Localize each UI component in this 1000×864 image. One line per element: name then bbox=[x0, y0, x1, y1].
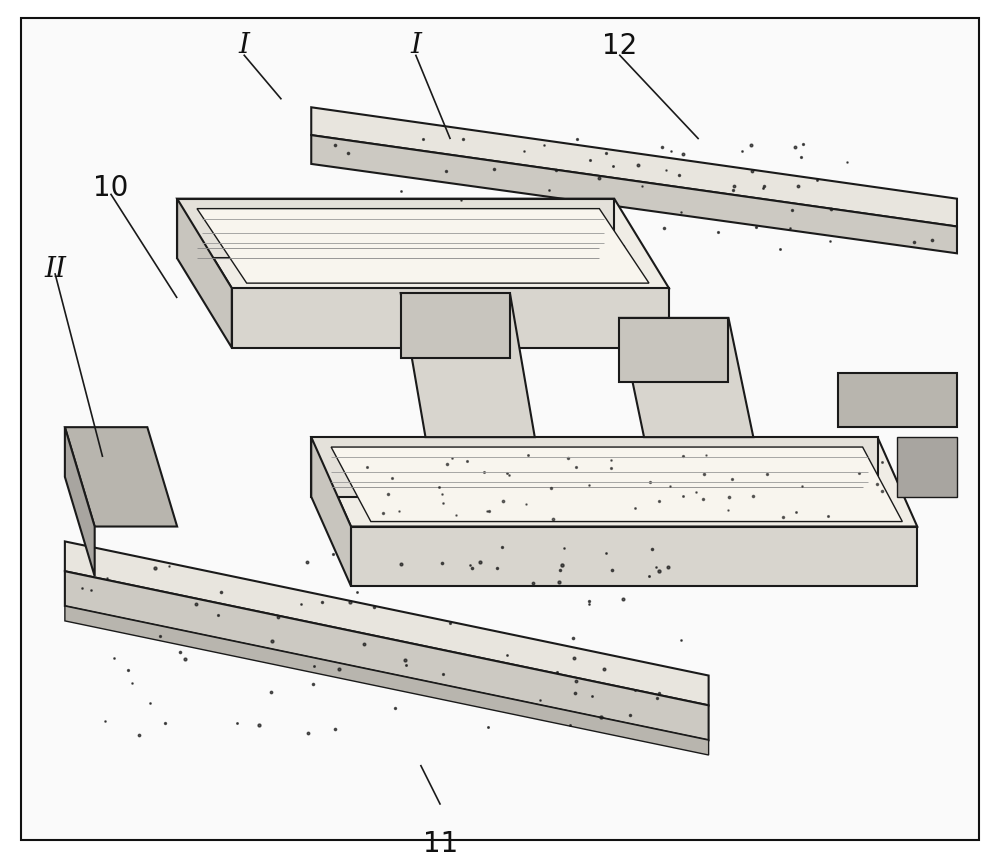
Polygon shape bbox=[619, 318, 753, 437]
Polygon shape bbox=[897, 437, 957, 497]
Polygon shape bbox=[401, 293, 510, 358]
Polygon shape bbox=[65, 571, 709, 740]
Polygon shape bbox=[331, 447, 902, 522]
Polygon shape bbox=[311, 107, 957, 226]
Polygon shape bbox=[311, 437, 351, 586]
Text: 10: 10 bbox=[93, 174, 128, 202]
Polygon shape bbox=[401, 293, 535, 437]
Text: I: I bbox=[238, 32, 249, 59]
Polygon shape bbox=[177, 199, 232, 347]
Polygon shape bbox=[311, 437, 878, 497]
Text: I: I bbox=[410, 32, 421, 59]
Polygon shape bbox=[177, 199, 614, 258]
Text: 11: 11 bbox=[423, 829, 458, 858]
Polygon shape bbox=[65, 427, 95, 576]
Text: II: II bbox=[44, 257, 66, 283]
Polygon shape bbox=[351, 526, 917, 586]
Polygon shape bbox=[65, 542, 709, 705]
Polygon shape bbox=[177, 199, 669, 288]
Polygon shape bbox=[311, 135, 957, 253]
Polygon shape bbox=[619, 318, 728, 383]
Text: 12: 12 bbox=[602, 32, 637, 60]
Polygon shape bbox=[65, 427, 177, 526]
Polygon shape bbox=[65, 606, 709, 755]
Polygon shape bbox=[838, 372, 957, 427]
Polygon shape bbox=[197, 208, 649, 283]
Polygon shape bbox=[232, 288, 669, 347]
Polygon shape bbox=[311, 437, 917, 526]
